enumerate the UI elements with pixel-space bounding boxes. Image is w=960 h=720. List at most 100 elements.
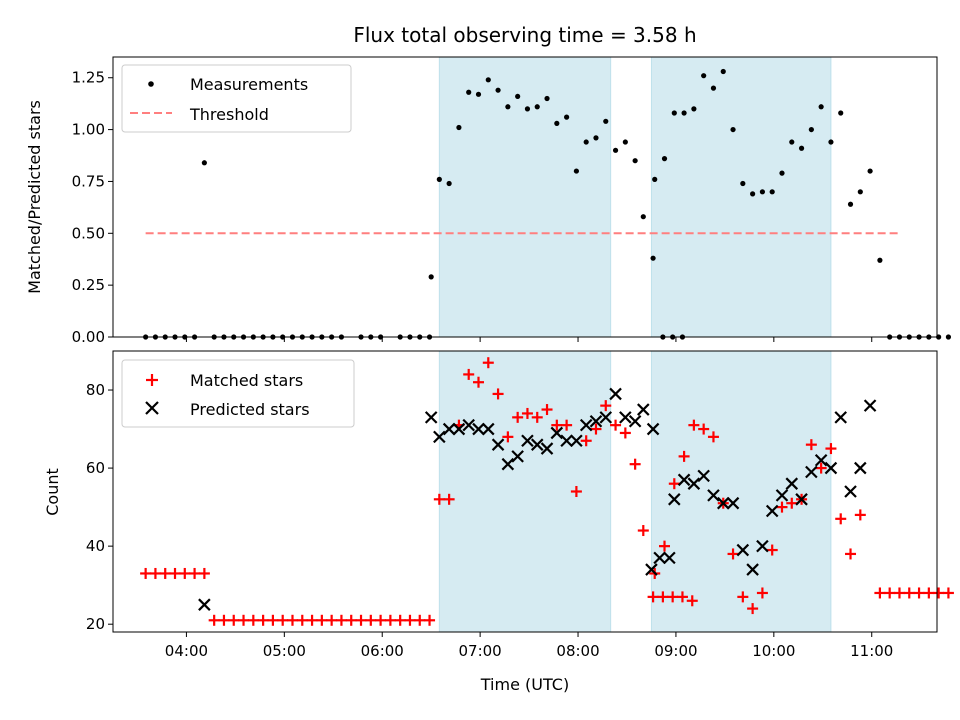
- matched-star-point: [776, 501, 788, 513]
- matched-star-point: [561, 419, 573, 431]
- matched-star-point: [502, 431, 514, 443]
- predicted-star-point: [645, 563, 658, 576]
- matched-star-point: [942, 587, 954, 599]
- legend-predicted-marker: [145, 401, 159, 415]
- measurement-point: [622, 139, 628, 145]
- predicted-star-point: [570, 434, 583, 448]
- predicted-star-point: [854, 461, 867, 475]
- matched-star-point: [551, 419, 563, 431]
- matched-star-point: [345, 614, 357, 626]
- predicted-star-point: [663, 551, 676, 565]
- measurement-point: [640, 214, 646, 220]
- measurement-point: [515, 93, 521, 100]
- matched-star-point: [766, 544, 778, 556]
- predicted-star-point: [844, 485, 857, 498]
- matched-star-point: [482, 357, 494, 369]
- measurement-point: [681, 110, 687, 116]
- matched-star-point: [394, 614, 406, 626]
- matched-star-point: [698, 423, 710, 435]
- measurement-point: [720, 68, 726, 75]
- predicted-star-point: [824, 461, 838, 475]
- measurement-point: [867, 168, 873, 174]
- matched-star-point: [316, 614, 328, 626]
- predicted-star-point: [668, 493, 681, 506]
- bottom-panel: 20 40 60 80 04:00 05:00 06:00 07:00 08:00 09:00 1…: [43, 350, 954, 694]
- matched-star-point: [179, 567, 191, 579]
- predicted-star-point: [726, 496, 740, 510]
- predicted-star-point: [765, 504, 779, 518]
- predicted-star-point: [424, 411, 438, 424]
- bottom-x-tick-label: 06:00: [361, 642, 404, 660]
- matched-star-point: [678, 450, 690, 462]
- measurement-point: [691, 106, 697, 112]
- top-shaded-interval: [438, 56, 612, 338]
- measurement-point: [730, 126, 736, 133]
- predicted-star-point: [433, 430, 446, 444]
- matched-star-point: [238, 614, 250, 626]
- matched-star-point: [218, 614, 230, 626]
- predicted-star-point: [452, 422, 466, 436]
- matched-star-point: [433, 493, 445, 505]
- top-panel-frame: [112, 56, 938, 338]
- measurement-point: [495, 87, 501, 93]
- measurement-point: [877, 257, 883, 263]
- predicted-star-point: [785, 477, 799, 490]
- matched-star-point: [228, 614, 240, 626]
- predicted-star-point: [560, 434, 573, 448]
- predicted-star-point: [482, 422, 495, 436]
- top-y-tick-label: 0.50: [72, 224, 105, 242]
- measurement-point: [828, 139, 834, 145]
- predicted-star-point: [442, 422, 456, 436]
- measurement-point: [740, 180, 746, 187]
- predicted-star-point: [687, 477, 701, 490]
- predicted-star-point: [550, 426, 564, 440]
- measurement-point: [789, 139, 795, 145]
- matched-star-point: [257, 614, 269, 626]
- matched-star-point: [600, 400, 612, 412]
- matched-star-point: [541, 404, 553, 416]
- matched-star-point: [610, 419, 622, 431]
- matched-star-point: [531, 411, 543, 423]
- measurement-point: [612, 147, 619, 153]
- top-legend-frame: [121, 64, 352, 133]
- matched-star-point: [424, 614, 436, 626]
- matched-star-point: [647, 591, 659, 603]
- measurement-point: [945, 334, 952, 340]
- bottom-legend: Matched stars Predicted stars: [121, 359, 355, 428]
- matched-star-point: [277, 614, 289, 626]
- predicted-star-point: [198, 598, 211, 611]
- matched-star-point: [629, 458, 641, 470]
- bottom-x-tick-label: 08:00: [556, 642, 599, 660]
- predicted-star-point: [521, 434, 534, 448]
- matched-star-point: [727, 548, 739, 560]
- legend-measurements-marker: [148, 81, 154, 87]
- predicted-star-point: [589, 414, 603, 428]
- matched-star-point: [463, 368, 475, 380]
- predicted-star-point: [491, 438, 505, 451]
- predicted-star-point: [746, 563, 759, 576]
- matched-star-point: [874, 587, 886, 599]
- measurement-point: [838, 110, 844, 116]
- predicted-star-point: [637, 403, 650, 416]
- matched-star-point: [443, 493, 455, 505]
- top-y-tick-label: 0.00: [72, 328, 105, 346]
- measurement-point: [466, 89, 472, 95]
- predicted-star-point: [697, 469, 710, 483]
- measurement-point: [750, 191, 756, 197]
- matched-star-point: [686, 595, 698, 607]
- matched-star-point: [580, 435, 592, 447]
- measurement-point: [456, 124, 462, 131]
- predicted-star-point: [628, 414, 642, 428]
- matched-star-point: [590, 423, 602, 435]
- measurement-point: [485, 77, 491, 83]
- predicted-star-point: [619, 411, 632, 424]
- matched-star-point: [933, 587, 945, 599]
- legend-threshold-label: Threshold: [189, 105, 269, 124]
- matched-star-point: [159, 567, 171, 579]
- measurement-point: [798, 145, 805, 151]
- measurement-point: [544, 95, 550, 102]
- matched-star-point: [208, 614, 220, 626]
- measurement-point: [554, 120, 560, 126]
- predicted-star-point: [707, 489, 720, 502]
